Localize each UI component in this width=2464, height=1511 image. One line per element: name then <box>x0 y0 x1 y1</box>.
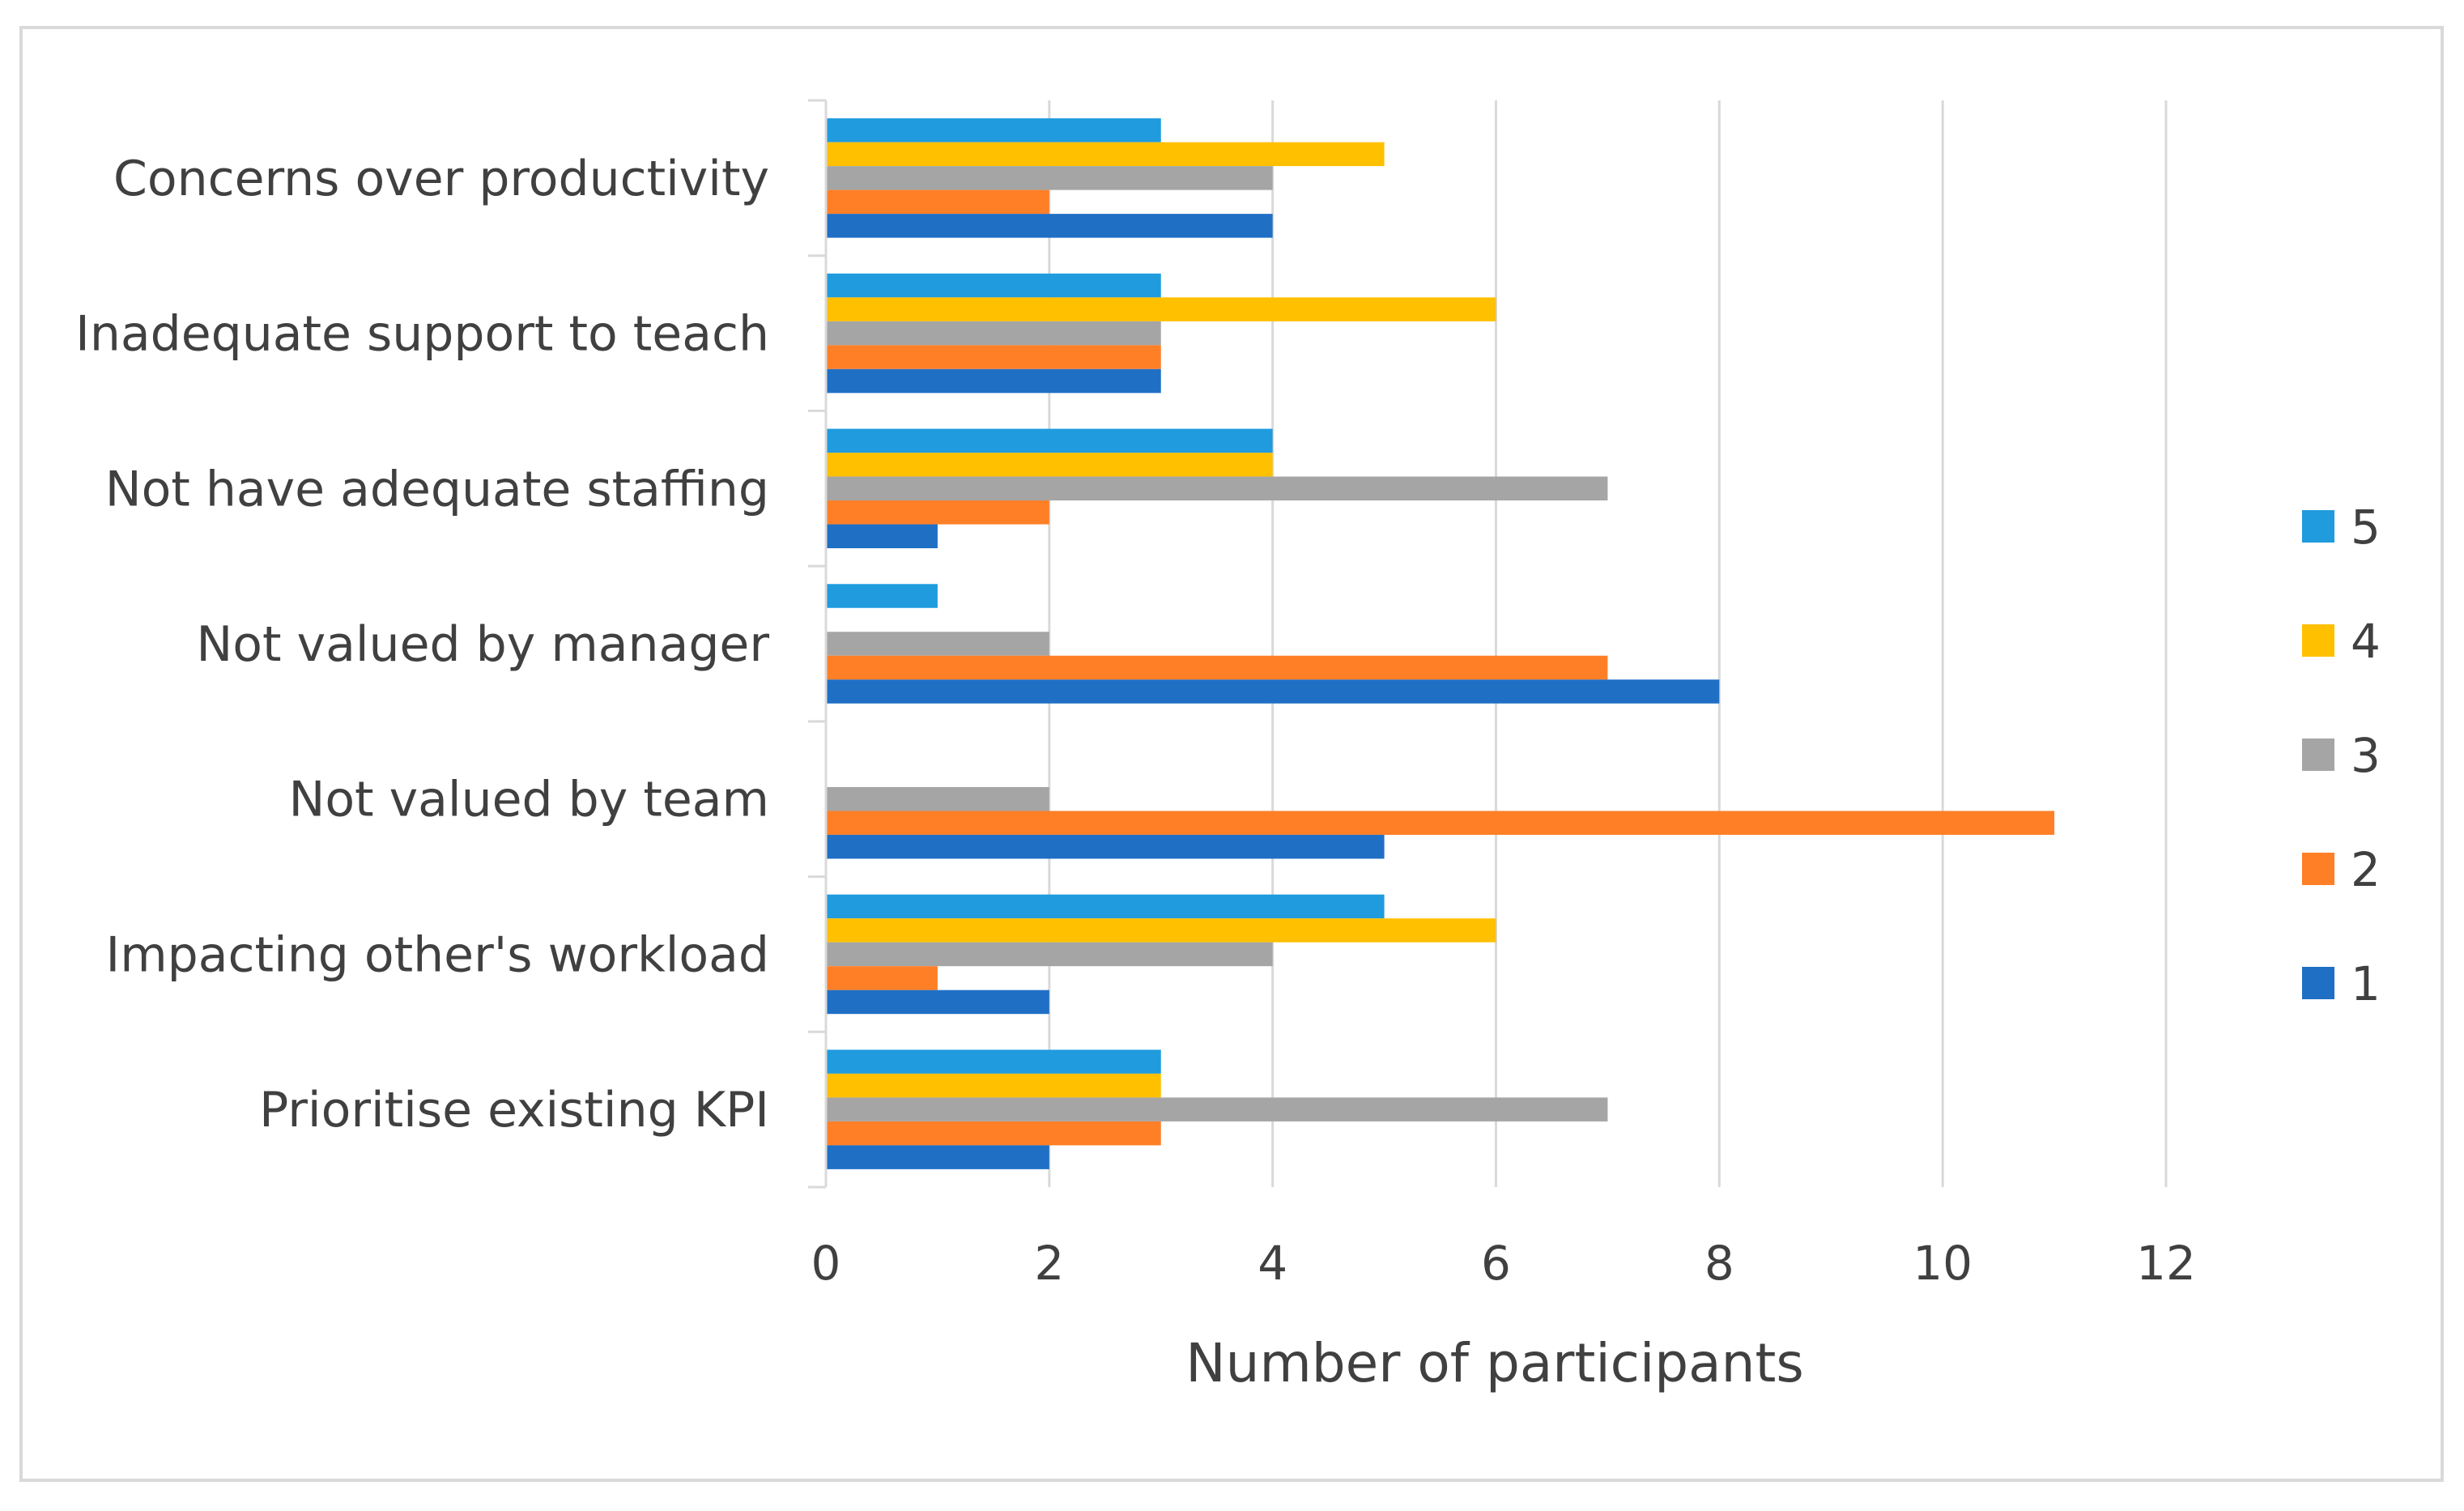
bar-5-series-1 <box>826 834 1385 859</box>
bar-4-series-5 <box>826 584 938 608</box>
bar-3-series-5 <box>826 428 1273 453</box>
bar-2-series-2 <box>826 345 1161 369</box>
bar-7-series-2 <box>826 1121 1161 1146</box>
bar-6-series-5 <box>826 894 1385 919</box>
bar-3-series-4 <box>826 453 1273 477</box>
legend-swatch-2 <box>2302 853 2334 885</box>
bar-3-series-3 <box>826 476 1608 501</box>
x-tick-label: 2 <box>1034 1236 1064 1291</box>
bar-7-series-5 <box>826 1049 1161 1074</box>
bar-7-series-1 <box>826 1145 1049 1169</box>
legend-swatch-4 <box>2302 624 2334 657</box>
bar-1-series-5 <box>826 118 1161 143</box>
bar-2-series-1 <box>826 368 1161 394</box>
bar-7-series-3 <box>826 1097 1608 1122</box>
bar-1-series-4 <box>826 142 1385 167</box>
bar-6-series-2 <box>826 966 938 990</box>
category-label: Impacting other's workload <box>106 926 769 983</box>
legend-swatch-5 <box>2302 510 2334 543</box>
chart-frame <box>19 26 2444 1482</box>
x-tick-label: 12 <box>2136 1236 2196 1291</box>
bar-7-series-4 <box>826 1073 1161 1098</box>
x-tick-label: 10 <box>1913 1236 1972 1291</box>
bar-6-series-4 <box>826 918 1496 943</box>
bar-2-series-4 <box>826 297 1496 321</box>
bar-6-series-3 <box>826 942 1273 967</box>
legend-swatch-3 <box>2302 738 2334 771</box>
bar-1-series-2 <box>826 189 1049 215</box>
legend-swatch-1 <box>2302 967 2334 999</box>
x-tick-label: 6 <box>1481 1236 1511 1291</box>
x-tick-label: 4 <box>1258 1236 1287 1291</box>
labels: 0 2 4 6 8 10 12 Concerns over productivity Inade… <box>75 151 2196 1291</box>
category-label: Inadequate support to teach <box>75 306 769 363</box>
category-label: Concerns over productivity <box>113 151 769 207</box>
legend: 5 4 3 2 1 <box>2302 500 2381 1011</box>
bar-6-series-1 <box>826 990 1049 1015</box>
x-tick-label: 0 <box>811 1236 841 1291</box>
gridlines <box>1048 100 2168 1187</box>
category-label: Prioritise existing KPI <box>259 1082 769 1139</box>
bar-3-series-1 <box>826 524 938 549</box>
bar-3-series-2 <box>826 500 1049 525</box>
category-label: Not valued by manager <box>196 616 769 673</box>
legend-label: 1 <box>2351 956 2381 1011</box>
legend-label: 3 <box>2351 728 2381 783</box>
bar-5-series-2 <box>826 811 2055 835</box>
x-tick-label: 8 <box>1704 1236 1734 1291</box>
category-label: Not valued by team <box>288 772 769 828</box>
category-label: Not have adequate staffing <box>105 461 769 517</box>
legend-label: 4 <box>2351 614 2381 669</box>
legend-label: 5 <box>2351 500 2381 555</box>
bar-4-series-3 <box>826 632 1049 656</box>
bar-1-series-1 <box>826 214 1273 238</box>
bar-1-series-3 <box>826 166 1273 190</box>
legend-label: 2 <box>2351 842 2381 897</box>
bar-2-series-3 <box>826 321 1161 346</box>
x-axis-title: Number of participants <box>1185 1332 1803 1394</box>
bar-4-series-1 <box>826 679 1720 704</box>
bar-5-series-3 <box>826 786 1049 811</box>
axes <box>808 99 828 1189</box>
bar-2-series-5 <box>826 273 1161 298</box>
bar-4-series-2 <box>826 655 1608 680</box>
bars <box>826 118 2055 1169</box>
